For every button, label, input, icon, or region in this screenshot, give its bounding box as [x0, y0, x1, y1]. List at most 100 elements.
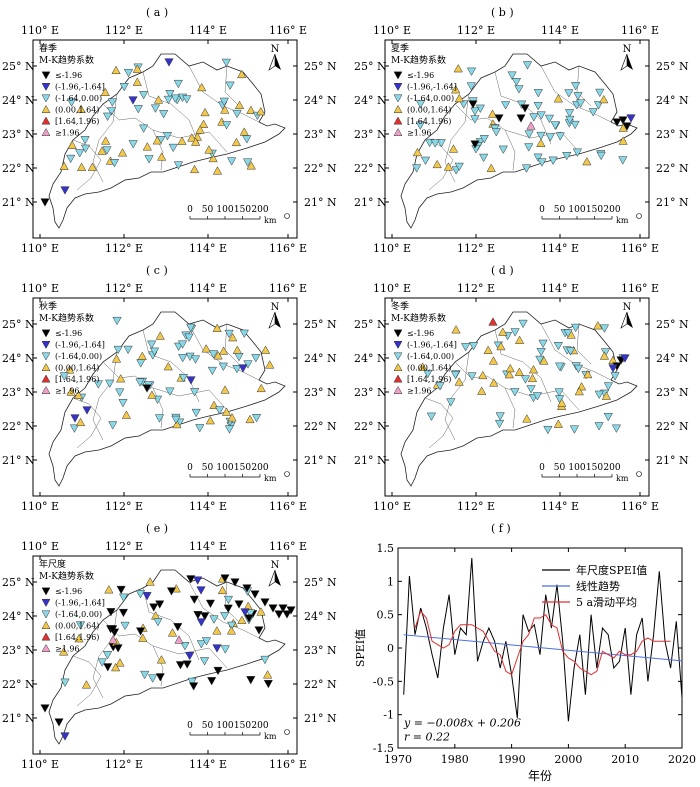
- station-marker: [205, 599, 216, 609]
- station-marker: [193, 611, 203, 620]
- y-tick-label: 0: [387, 642, 394, 655]
- lon-label-bottom: 116° E: [269, 500, 307, 513]
- station-marker: [187, 133, 197, 142]
- station-marker: [199, 657, 210, 666]
- station-marker: [479, 153, 489, 163]
- lat-label-right: 25° N: [304, 60, 337, 73]
- station-marker: [153, 618, 163, 627]
- lon-label-bottom: 112° E: [457, 242, 495, 255]
- scale-tick-label: 200: [603, 463, 620, 473]
- station-marker: [227, 621, 237, 631]
- x-tick-label: 2010: [611, 753, 639, 766]
- station-marker: [536, 111, 546, 120]
- station-marker: [545, 133, 555, 142]
- legend-label: 年尺度SPEI值: [576, 563, 647, 577]
- station-marker: [562, 152, 572, 161]
- district-boundary: [576, 65, 592, 107]
- north-label: N: [623, 302, 632, 313]
- station-marker: [223, 595, 234, 605]
- station-marker: [73, 390, 84, 399]
- scale-tick-label: 100: [216, 721, 233, 731]
- lat-label-right: 24° N: [656, 352, 689, 365]
- legend-swatch: [41, 610, 51, 619]
- station-marker: [582, 156, 592, 166]
- station-marker: [212, 323, 222, 332]
- station-marker: [137, 351, 147, 360]
- station-marker: [224, 425, 235, 434]
- lat-label-right: 22° N: [304, 162, 337, 175]
- station-marker: [75, 149, 85, 158]
- station-marker: [516, 114, 526, 123]
- station-marker: [80, 136, 90, 145]
- lon-label-bottom: 110° E: [21, 500, 59, 513]
- lat-label-right: 24° N: [304, 610, 337, 623]
- legend-title: M-K趋势系数: [39, 570, 94, 582]
- station-marker: [163, 95, 174, 105]
- station-marker: [145, 577, 155, 586]
- station-marker: [487, 109, 498, 118]
- legend-label: ≥1.96: [407, 129, 432, 138]
- station-marker: [106, 608, 116, 617]
- station-marker: [595, 88, 605, 98]
- station-marker: [159, 110, 169, 119]
- station-marker: [596, 151, 606, 161]
- station-marker: [435, 382, 445, 391]
- station-marker: [217, 585, 228, 595]
- panel-label-f: ( f ): [491, 522, 511, 535]
- y-tick-label: 1: [387, 575, 394, 588]
- map-frame: [32, 555, 298, 755]
- legend-label: [1.64,1.96): [55, 117, 99, 126]
- station-marker: [142, 592, 152, 601]
- station-marker: [59, 161, 69, 170]
- station-marker: [54, 718, 64, 727]
- north-arrow-icon: [268, 311, 276, 329]
- station-marker: [599, 351, 610, 360]
- station-marker: [104, 585, 114, 594]
- station-marker: [212, 166, 223, 175]
- lon-label-top: 110° E: [373, 24, 411, 37]
- north-label: N: [271, 560, 280, 571]
- station-marker: [60, 732, 70, 741]
- legend-swatch: [393, 374, 403, 383]
- legend-label: ≥1.96: [55, 129, 80, 138]
- station-marker: [119, 593, 129, 602]
- x-tick-label: 1970: [384, 753, 412, 766]
- station-marker: [507, 71, 517, 80]
- legend-swatch: [393, 341, 403, 350]
- station-marker: [488, 356, 499, 365]
- legend-swatch: [41, 587, 51, 596]
- district-boundary: [576, 323, 592, 365]
- lat-label-right: 25° N: [304, 576, 337, 589]
- station-marker: [231, 137, 242, 147]
- station-marker: [80, 144, 91, 154]
- legend-label: ≤-1.96: [55, 71, 82, 80]
- station-marker: [87, 162, 97, 171]
- station-marker: [412, 147, 423, 157]
- lat-label-right: 21° N: [304, 454, 337, 467]
- station-marker: [489, 378, 499, 387]
- station-marker: [599, 94, 609, 104]
- station-marker: [263, 670, 273, 679]
- scale-tick-label: 200: [251, 463, 268, 473]
- station-marker: [611, 424, 622, 433]
- station-marker: [173, 79, 183, 89]
- legend-swatch: [41, 71, 51, 80]
- legend-title: M-K趋势系数: [391, 312, 446, 324]
- lat-label-right: 23° N: [656, 386, 689, 399]
- station-marker: [218, 346, 229, 355]
- station-marker: [564, 109, 575, 118]
- station-marker: [511, 77, 522, 87]
- station-marker: [111, 65, 121, 75]
- station-marker: [171, 415, 181, 425]
- station-marker: [282, 610, 292, 619]
- station-marker: [488, 317, 498, 326]
- station-marker: [167, 628, 178, 637]
- station-marker: [97, 146, 107, 155]
- station-marker: [116, 374, 126, 383]
- station-marker: [147, 390, 157, 399]
- station-marker: [603, 413, 613, 422]
- station-marker: [426, 412, 437, 421]
- station-marker: [227, 157, 237, 166]
- lon-label-top: 110° E: [373, 282, 411, 295]
- station-marker: [278, 604, 288, 613]
